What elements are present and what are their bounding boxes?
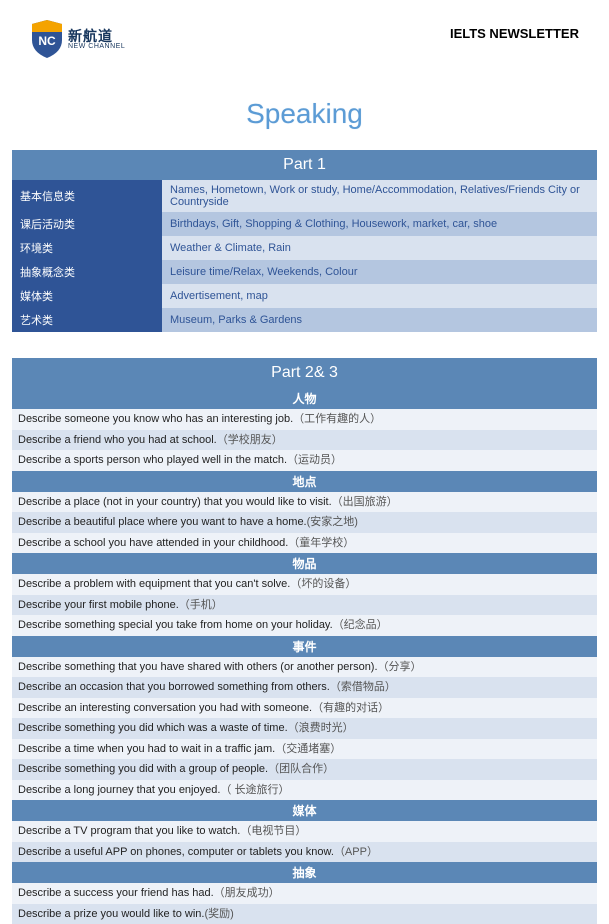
part1-label: 媒体类 (12, 284, 162, 308)
topic-en: Describe a sports person who played well… (18, 454, 287, 466)
topic-cn: (奖励) (204, 908, 233, 920)
topic-item: Describe a place (not in your country) t… (12, 492, 597, 513)
part1-value: Museum, Parks & Gardens (162, 308, 597, 332)
part1-label: 抽象概念类 (12, 260, 162, 284)
topic-en: Describe an interesting conversation you… (18, 702, 312, 714)
part1-value: Weather & Climate, Rain (162, 236, 597, 260)
topic-en: Describe a place (not in your country) t… (18, 496, 332, 508)
topic-en: Describe a success your friend has had. (18, 887, 214, 899)
part1-value: Advertisement, map (162, 284, 597, 308)
topic-en: Describe a long journey that you enjoyed… (18, 784, 220, 796)
part1-label: 艺术类 (12, 308, 162, 332)
part1-header: Part 1 (12, 150, 597, 180)
topic-item: Describe a time when you had to wait in … (12, 739, 597, 760)
topic-item: Describe your first mobile phone.（手机） (12, 595, 597, 616)
topic-item: Describe a long journey that you enjoyed… (12, 780, 597, 801)
topic-cn: （索借物品） (330, 681, 396, 693)
topic-item: Describe something that you have shared … (12, 657, 597, 678)
topic-cn: （纪念品） (333, 619, 388, 631)
content: Part 1 基本信息类Names, Hometown, Work or stu… (0, 150, 609, 924)
spacer (12, 332, 597, 358)
logo-cn: 新航道 (68, 29, 125, 43)
page-header: NC 新航道 NEW CHANNEL IELTS NEWSLETTER (0, 0, 609, 68)
part1-value: Names, Hometown, Work or study, Home/Acc… (162, 180, 597, 212)
part1-row: 抽象概念类Leisure time/Relax, Weekends, Colou… (12, 260, 597, 284)
topic-cn: （出国旅游） (332, 496, 398, 508)
section-header: 地点 (12, 471, 597, 492)
topic-item: Describe a problem with equipment that y… (12, 574, 597, 595)
topic-en: Describe someone you know who has an int… (18, 413, 293, 425)
topic-cn: （运动员） (287, 454, 342, 466)
part1-label: 课后活动类 (12, 212, 162, 236)
topic-cn: （学校朋友） (217, 434, 283, 446)
topic-en: Describe something you did which was a w… (18, 722, 288, 734)
topic-cn: （朋友成功） (214, 887, 280, 899)
topic-item: Describe a useful APP on phones, compute… (12, 842, 597, 863)
topic-cn: （坏的设备） (290, 578, 356, 590)
section-header: 媒体 (12, 800, 597, 821)
topic-en: Describe a problem with equipment that y… (18, 578, 290, 590)
topic-cn: （APP） (334, 846, 378, 858)
svg-text:NC: NC (38, 34, 56, 48)
part23-body: 人物 Describe someone you know who has an i… (12, 388, 597, 924)
topic-en: Describe a beautiful place where you wan… (18, 516, 307, 528)
part1-table: 基本信息类Names, Hometown, Work or study, Hom… (12, 180, 597, 332)
part1-row: 艺术类Museum, Parks & Gardens (12, 308, 597, 332)
topic-en: Describe a time when you had to wait in … (18, 743, 275, 755)
topic-item: Describe a success your friend has had.（… (12, 883, 597, 904)
topic-en: Describe something you did with a group … (18, 763, 268, 775)
topic-en: Describe something that you have shared … (18, 661, 378, 673)
topic-cn: （童年学校） (288, 537, 354, 549)
topic-cn: （浪费时光） (288, 722, 354, 734)
section-header: 人物 (12, 388, 597, 409)
topic-en: Describe an occasion that you borrowed s… (18, 681, 330, 693)
topic-item: Describe a friend who you had at school.… (12, 430, 597, 451)
logo-shield-icon: NC (30, 20, 64, 58)
part1-row: 课后活动类Birthdays, Gift, Shopping & Clothin… (12, 212, 597, 236)
topic-en: Describe a school you have attended in y… (18, 537, 288, 549)
part1-row: 基本信息类Names, Hometown, Work or study, Hom… (12, 180, 597, 212)
topic-item: Describe a prize you would like to win.(… (12, 904, 597, 924)
topic-cn: （分享） (378, 661, 422, 673)
topic-item: Describe a TV program that you like to w… (12, 821, 597, 842)
topic-cn: （电视节目） (240, 825, 306, 837)
part1-value: Leisure time/Relax, Weekends, Colour (162, 260, 597, 284)
topic-cn: （交通堵塞） (275, 743, 341, 755)
topic-en: Describe your first mobile phone. (18, 599, 179, 611)
topic-item: Describe an interesting conversation you… (12, 698, 597, 719)
topic-item: Describe someone you know who has an int… (12, 409, 597, 430)
section-header: 物品 (12, 553, 597, 574)
topic-cn: （团队合作） (268, 763, 334, 775)
topic-cn: （ 长途旅行） (220, 784, 289, 796)
topic-cn: （手机） (179, 599, 223, 611)
topic-cn: （工作有趣的人） (293, 413, 381, 425)
topic-en: Describe something special you take from… (18, 619, 333, 631)
logo-text: 新航道 NEW CHANNEL (68, 29, 125, 50)
topic-item: Describe a school you have attended in y… (12, 533, 597, 554)
logo-en: NEW CHANNEL (68, 43, 125, 50)
topic-item: Describe an occasion that you borrowed s… (12, 677, 597, 698)
part1-label: 基本信息类 (12, 180, 162, 212)
topic-item: Describe something you did which was a w… (12, 718, 597, 739)
topic-cn: (安家之地) (307, 516, 358, 528)
part1-row: 环境类Weather & Climate, Rain (12, 236, 597, 260)
page-title: Speaking (0, 98, 609, 130)
part1-label: 环境类 (12, 236, 162, 260)
part23-header: Part 2& 3 (12, 358, 597, 388)
part1-value: Birthdays, Gift, Shopping & Clothing, Ho… (162, 212, 597, 236)
topic-item: Describe something you did with a group … (12, 759, 597, 780)
logo: NC 新航道 NEW CHANNEL (30, 20, 125, 58)
part1-row: 媒体类Advertisement, map (12, 284, 597, 308)
section-header: 抽象 (12, 862, 597, 883)
topic-en: Describe a friend who you had at school. (18, 434, 217, 446)
topic-en: Describe a useful APP on phones, compute… (18, 846, 334, 858)
topic-item: Describe a sports person who played well… (12, 450, 597, 471)
topic-item: Describe a beautiful place where you wan… (12, 512, 597, 533)
newsletter-title: IELTS NEWSLETTER (450, 26, 579, 41)
topic-en: Describe a prize you would like to win. (18, 908, 204, 920)
topic-item: Describe something special you take from… (12, 615, 597, 636)
topic-cn: （有趣的对话） (312, 702, 389, 714)
section-header: 事件 (12, 636, 597, 657)
topic-en: Describe a TV program that you like to w… (18, 825, 240, 837)
